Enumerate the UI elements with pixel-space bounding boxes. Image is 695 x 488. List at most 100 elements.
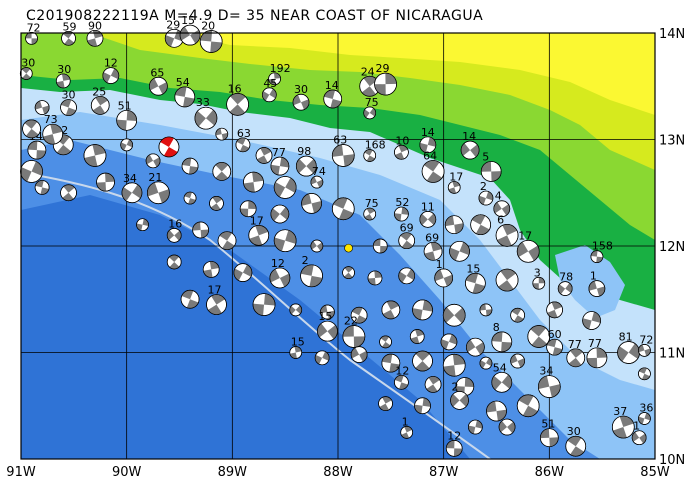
lake-nicaragua: [555, 245, 625, 318]
depth-label: 69: [400, 222, 414, 235]
depth-label: 25: [92, 85, 106, 98]
focal-mechanism: [372, 238, 388, 254]
focal-mechanism: [495, 224, 519, 247]
focal-mechanism: [331, 144, 355, 167]
depth-label: 33: [196, 96, 210, 109]
focal-mechanism: [611, 415, 635, 439]
focal-mechanism: [145, 153, 161, 169]
focal-mechanism: [269, 267, 291, 289]
focal-mechanism: [233, 263, 253, 282]
depth-label: 14: [325, 79, 339, 92]
depth-label: 4: [495, 190, 502, 203]
focal-mechanism: [414, 397, 431, 415]
focal-mechanism: [181, 157, 199, 175]
depth-label: 22: [344, 315, 358, 328]
target-focal-mechanism: [158, 136, 180, 158]
focal-mechanism: [480, 161, 502, 182]
depth-label: 30: [294, 83, 308, 96]
focal-mechanism: [60, 184, 77, 202]
depth-label: 36: [639, 402, 653, 415]
focal-mechanism: [317, 320, 338, 342]
focal-mechanism: [206, 294, 227, 315]
focal-mechanism: [331, 197, 355, 221]
focal-mechanism: [468, 419, 483, 435]
focal-mechanism: [320, 304, 335, 320]
depth-label: 20: [201, 20, 215, 33]
depth-label: 54: [493, 361, 507, 374]
focal-mechanism: [449, 240, 470, 262]
focal-mechanism: [55, 73, 71, 89]
depth-label: 12: [447, 429, 461, 442]
focal-mechanism: [421, 160, 445, 183]
focal-mechanism: [261, 87, 277, 103]
depth-label: 15: [318, 310, 332, 323]
depth-label: 12: [395, 364, 409, 377]
depth-label: 90: [88, 19, 102, 32]
focal-mechanism: [212, 162, 232, 181]
depth-label: 51: [541, 418, 555, 431]
focal-mechanism: [120, 138, 134, 152]
focal-mechanism: [363, 207, 377, 221]
lon-tick-label: 86W: [535, 465, 565, 480]
lat-tick-label: 10N: [659, 453, 685, 468]
focal-mechanism: [289, 346, 303, 359]
focal-mechanism: [412, 299, 433, 321]
depth-label: 29: [166, 18, 180, 31]
depth-label: 3: [534, 266, 541, 279]
focal-mechanism: [22, 119, 41, 139]
focal-mechanism: [537, 375, 561, 398]
focal-mechanism: [363, 149, 377, 162]
depth-label: 63: [237, 127, 251, 140]
depth-label: 1: [590, 270, 597, 283]
lat-tick-label: 14N: [659, 27, 685, 42]
focal-mechanism: [498, 418, 516, 436]
depth-label: 65: [150, 66, 164, 79]
focal-mechanism: [60, 99, 77, 116]
focal-mechanism: [445, 440, 463, 457]
depth-label: 2: [480, 180, 487, 193]
focal-mechanism: [491, 331, 513, 353]
focal-mechanism: [300, 264, 323, 288]
focal-mechanism: [252, 293, 276, 316]
focal-mechanism: [516, 239, 540, 263]
focal-mechanism: [510, 353, 525, 369]
focal-mechanism: [434, 268, 454, 288]
focal-mechanism: [586, 347, 608, 369]
focal-mechanism: [394, 374, 409, 390]
focal-mechanism: [226, 93, 249, 116]
depth-label: 37: [613, 405, 627, 418]
focal-mechanism: [270, 156, 290, 176]
focal-mechanism: [86, 29, 104, 47]
focal-mechanism: [90, 96, 110, 115]
focal-mechanism: [102, 67, 120, 84]
focal-mechanism: [215, 127, 229, 141]
focal-mechanism: [444, 215, 464, 235]
depth-label: 74: [312, 165, 326, 178]
lat-tick-label: 11N: [659, 347, 685, 362]
focal-mechanism: [192, 221, 209, 239]
lon-tick-label: 85W: [640, 465, 670, 480]
focal-mechanism: [34, 100, 50, 115]
depth-label: 63: [333, 133, 347, 146]
focal-mechanism: [565, 435, 587, 457]
focal-mechanism: [419, 136, 437, 154]
focal-mechanism: [486, 400, 507, 422]
focal-mechanism: [379, 335, 392, 349]
focal-mechanism: [381, 353, 401, 373]
lon-tick-label: 90W: [112, 465, 142, 480]
focal-mechanism: [590, 250, 604, 263]
focal-mechanism: [460, 140, 480, 160]
focal-mechanism: [34, 180, 50, 195]
depth-label: 1: [633, 420, 640, 433]
depth-label: 21: [148, 171, 162, 184]
depth-label: 17: [518, 229, 532, 242]
focal-mechanism: [493, 200, 511, 218]
depth-label: 158: [592, 240, 613, 253]
focal-mechanism: [301, 193, 322, 214]
focal-mechanism: [491, 371, 513, 393]
focal-mechanism: [273, 176, 297, 199]
depth-label: 10: [395, 134, 409, 147]
depth-label: 12: [104, 57, 118, 70]
focal-mechanism: [479, 303, 493, 317]
focal-mechanism: [527, 325, 551, 348]
